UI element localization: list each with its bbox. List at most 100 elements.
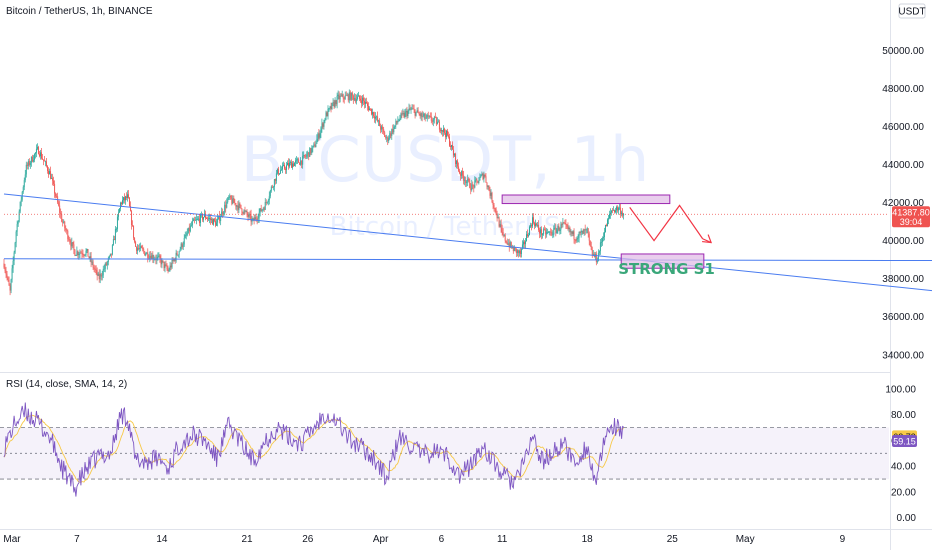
candle-body (467, 178, 469, 182)
candle-body (332, 102, 334, 104)
candle-body (509, 242, 511, 248)
candle-body (567, 226, 569, 229)
candle-body (510, 242, 512, 248)
candle-body (233, 198, 235, 203)
candle-body (412, 108, 414, 110)
time-scale[interactable]: Mar 7 14 21 26 Apr 6 11 18 25 May 9 (3, 534, 845, 545)
candle-body (20, 199, 22, 202)
price-scale[interactable]: 34000.00 36000.00 38000.00 40000.00 42000.00… (882, 46, 930, 524)
candle-body (536, 223, 538, 226)
candle-body (364, 100, 365, 104)
candle-body (16, 224, 18, 232)
candle-body (604, 225, 606, 233)
candle-body (504, 234, 506, 241)
candle-body (322, 123, 324, 127)
candle-body (183, 237, 185, 245)
trendline (3, 193, 932, 292)
candle-body (220, 217, 222, 222)
price-tick-label: 34000.00 (882, 350, 924, 361)
candle-body (26, 164, 28, 167)
candle-body (579, 232, 581, 233)
candle-body (379, 120, 381, 127)
candle-body (375, 116, 377, 119)
candle-body (333, 102, 335, 107)
candle-body (329, 106, 331, 109)
candle-body (87, 249, 89, 257)
candle-body (414, 109, 416, 116)
candle-body (68, 239, 70, 241)
price-tick-label: 38000.00 (882, 274, 924, 285)
candle-body (260, 208, 262, 212)
candle-body (112, 238, 114, 245)
time-tick-label: 21 (241, 534, 253, 545)
candle-body (261, 209, 263, 212)
candle-body (104, 263, 106, 269)
candle-body (290, 162, 291, 163)
candle-body (599, 242, 601, 252)
candle-body (304, 154, 306, 157)
candle-body (366, 102, 367, 104)
candle-body (116, 216, 118, 229)
candle-body (101, 275, 103, 277)
candle-body (411, 108, 413, 110)
candle-body (453, 149, 454, 156)
candle-body (149, 255, 151, 259)
rsi-pane (0, 402, 889, 497)
candle-body (91, 261, 93, 263)
candle-body (11, 268, 13, 280)
candle-body (415, 111, 417, 116)
candle-body (215, 220, 217, 226)
candle-body (9, 285, 11, 291)
candle-body (210, 218, 211, 221)
candle-body (221, 211, 223, 218)
candle-body (202, 214, 203, 220)
candle-body (274, 179, 276, 181)
candle-body (194, 220, 196, 221)
candle-body (94, 268, 96, 270)
support-zone (620, 253, 705, 269)
candle-body (535, 223, 537, 227)
candle-body (537, 224, 539, 226)
candle-body (53, 180, 55, 184)
candle-body (188, 227, 190, 232)
candle-body (8, 279, 10, 286)
candle-body (588, 233, 590, 241)
candle-body (92, 261, 94, 268)
candle-body (268, 196, 270, 201)
candle-body (27, 161, 29, 167)
candle-body (342, 94, 344, 99)
candle-body (42, 158, 43, 160)
candle-body (552, 234, 554, 236)
time-tick-label: 9 (840, 534, 846, 545)
candle-body (82, 254, 84, 256)
candle-body (224, 204, 226, 213)
candle-body (103, 268, 105, 270)
candle-body (469, 180, 471, 188)
candle-body (311, 148, 313, 154)
candle-body (391, 129, 393, 136)
support-label: STRONG S1 (618, 260, 715, 278)
candle-body (111, 244, 113, 255)
candle-body (395, 120, 397, 126)
time-tick-label: 25 (667, 534, 679, 545)
candle-body (313, 144, 315, 146)
candle-body (405, 111, 407, 113)
candle-body (439, 129, 441, 132)
candle-body (143, 249, 145, 252)
candle-body (307, 152, 309, 155)
candle-body (339, 95, 341, 100)
candle-body (533, 217, 534, 223)
candle-body (497, 217, 499, 219)
currency-badge[interactable] (898, 3, 926, 19)
candle-body (109, 253, 111, 256)
candle-body (142, 247, 144, 250)
candle-body (413, 108, 415, 110)
candle-body (255, 217, 257, 219)
candle-body (229, 195, 231, 198)
candle-body (6, 274, 8, 278)
candle-body (586, 228, 588, 230)
candle-body (566, 224, 568, 227)
candle-body (113, 238, 115, 241)
candle-body (580, 232, 582, 233)
